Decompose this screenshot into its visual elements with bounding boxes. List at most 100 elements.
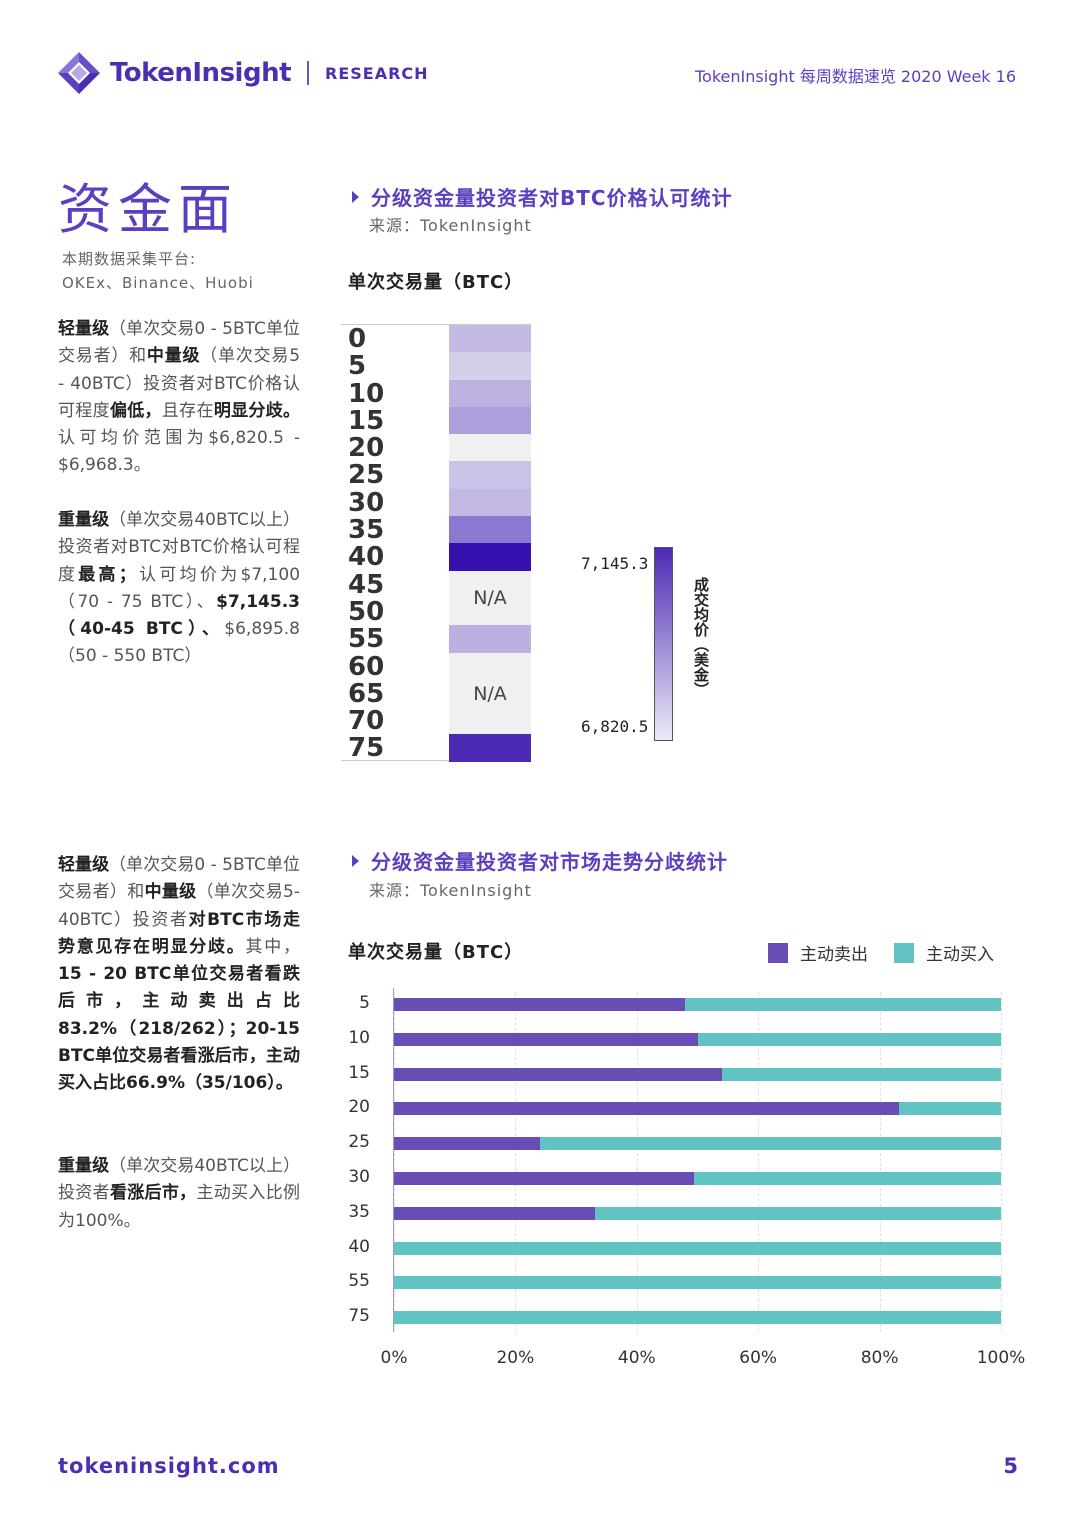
legend-label-buy: 主动买入 [926,945,994,965]
page-number: 5 [1003,1454,1018,1478]
bar-segment-buy [685,998,1001,1011]
bar-segment-buy [394,1276,1001,1290]
heatmap-tick-label: 0 [348,324,367,354]
bar-row [394,1311,1001,1325]
heatmap-tick-label: 15 [348,405,385,436]
heatmap-cell [449,543,531,571]
tokeninsight-logo-icon [56,50,102,96]
y-tick-label: 55 [348,1271,370,1292]
bar-segment-buy [594,1206,1001,1220]
analysis-paragraph-4: 重量级（单次交易40BTC以上）投资者看涨后市，主动买入比例为100%。 [58,1156,301,1231]
bar-row [394,1032,1001,1046]
bar-segment-sell [394,1102,900,1116]
legend-item-sell: 主动卖出 [768,940,868,965]
platform-list: OKEx、Binance、Huobi [62,274,254,292]
heatmap-tick-label: 55 [348,624,385,655]
heatmap-tick-label: 40 [348,542,385,573]
chart1-title-text: 分级资金量投资者对BTC价格认可统计 [371,186,733,210]
section-title: 资金面 [58,178,238,241]
bar-row [394,1172,1001,1185]
heatmap-cell [449,406,531,435]
chart2-title: 分级资金量投资者对市场走势分歧统计 [352,846,728,875]
bar-segment-sell [394,998,686,1011]
y-tick-label: 10 [348,1027,370,1048]
heatmap-cells: N/A N/A [449,325,531,762]
bar-row [394,1067,1001,1081]
heatmap-tick-label: 45 [348,569,385,600]
heatmap-tick-label: 35 [348,515,385,546]
bar-segment-buy [394,1311,1001,1325]
heatmap-tick-label: 75 [348,733,385,764]
bar-segment-buy [539,1137,1001,1151]
colorbar-title: 成交均价（美金） [692,577,710,697]
heatmap-y-labels: 0 5 10 15 20 25 30 35 40 45 50 55 60 65 70 75 [348,324,385,764]
legend-item-buy: 主动买入 [894,940,994,965]
footer-url[interactable]: tokeninsight.com [58,1454,280,1478]
bar-segment-buy [693,1172,1001,1185]
heatmap-tick-label: 10 [348,378,385,409]
x-tick-label: 100% [976,1348,1026,1368]
heatmap-cell: N/A [449,652,531,735]
heatmap-cell [449,434,531,462]
y-tick-label: 75 [348,1306,370,1327]
y-tick-label: 5 [359,993,370,1013]
bar-row [394,1276,1001,1290]
analysis-paragraph-1: 轻量级（单次交易0 - 5BTC单位交易者）和中量级（单次交易5 - 40BTC… [58,319,301,476]
bar-row [394,1137,1001,1151]
heatmap-cell [449,461,531,489]
y-tick-label: 15 [348,1062,370,1083]
bar-segment-sell [394,1172,694,1185]
analysis-paragraph-2: 重量级（单次交易40BTC以上）投资者对BTC对BTC价格认可程度最高；认可均价… [58,510,301,667]
gridline [515,992,517,1332]
chart2-legend: 主动卖出 主动买入 [768,940,994,965]
bar-row [394,1241,1001,1255]
legend-swatch-buy [894,942,914,963]
heatmap-bottom-line [341,760,531,761]
bar-segment-sell [394,1067,722,1081]
x-tick-label: 40% [617,1348,656,1368]
colorbar [654,547,673,741]
y-tick-label: 30 [348,1167,370,1187]
heatmap-cell [449,625,531,653]
gridline [1001,992,1002,1332]
heatmap-cell [449,734,531,762]
bar-segment-sell [394,1206,595,1220]
legend-swatch-sell [768,942,788,963]
logo-divider [307,61,310,85]
heatmap-cell: N/A [449,570,531,626]
heatmap-tick-label: 60 [348,651,385,682]
bar-segment-sell [394,1032,698,1046]
heatmap-cell [449,325,531,353]
triangle-bullet-icon [352,854,359,867]
x-tick-label: 20% [496,1348,535,1368]
y-tick-label: 40 [348,1236,370,1257]
analysis-paragraph-3: 轻量级（单次交易0 - 5BTC单位交易者）和中量级（单次交易5-40BTC）投… [58,855,301,1094]
heatmap-tick-label: 25 [348,460,385,491]
y-tick-label: 25 [348,1132,370,1153]
y-tick-label: 20 [348,1097,370,1118]
chart1-source: 来源：TokenInsight [369,216,532,235]
x-tick-label: 60% [739,1348,778,1368]
bar-segment-buy [899,1102,1001,1116]
chart2-source: 来源：TokenInsight [369,881,532,900]
bar-row [394,1206,1001,1220]
report-title: TokenInsight 每周数据速览 2020 Week 16 [695,67,1016,86]
heatmap-tick-label: 20 [348,433,385,464]
chart2-y-axis [393,988,394,1332]
heatmap-tick-label: 5 [348,351,367,382]
heatmap-tick-label: 50 [348,596,385,627]
gridline [394,992,395,1332]
gridline [636,992,638,1332]
bar-segment-sell [394,1137,540,1151]
heatmap-tick-label: 70 [348,706,385,737]
bar-row [394,1102,1001,1116]
x-tick-label: 0% [380,1348,408,1368]
colorbar-min: 6,820.5 [581,717,649,736]
platform-info: 本期数据采集平台: OKEx、Binance、Huobi [62,247,254,295]
heatmap-top-line [341,324,531,325]
gridline [879,992,881,1332]
brand-name: TokenInsight [110,58,292,88]
chart2-title-text: 分级资金量投资者对市场走势分歧统计 [371,850,728,874]
bar-segment-buy [394,1241,1001,1255]
bar-row [394,998,1001,1011]
